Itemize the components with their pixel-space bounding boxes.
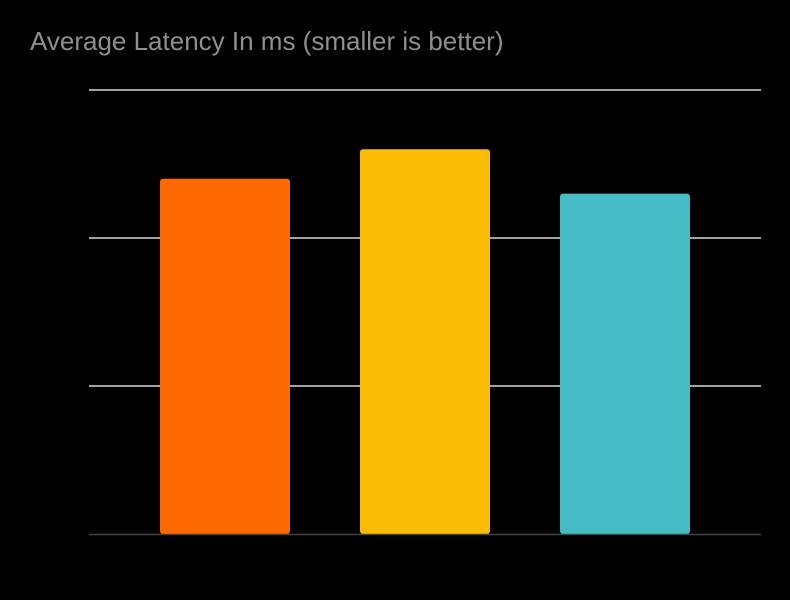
chart-title: Average Latency In ms (smaller is better…: [30, 26, 504, 56]
bar-3: [560, 193, 690, 534]
bar-2: [360, 149, 490, 534]
bar-1: [160, 178, 290, 535]
